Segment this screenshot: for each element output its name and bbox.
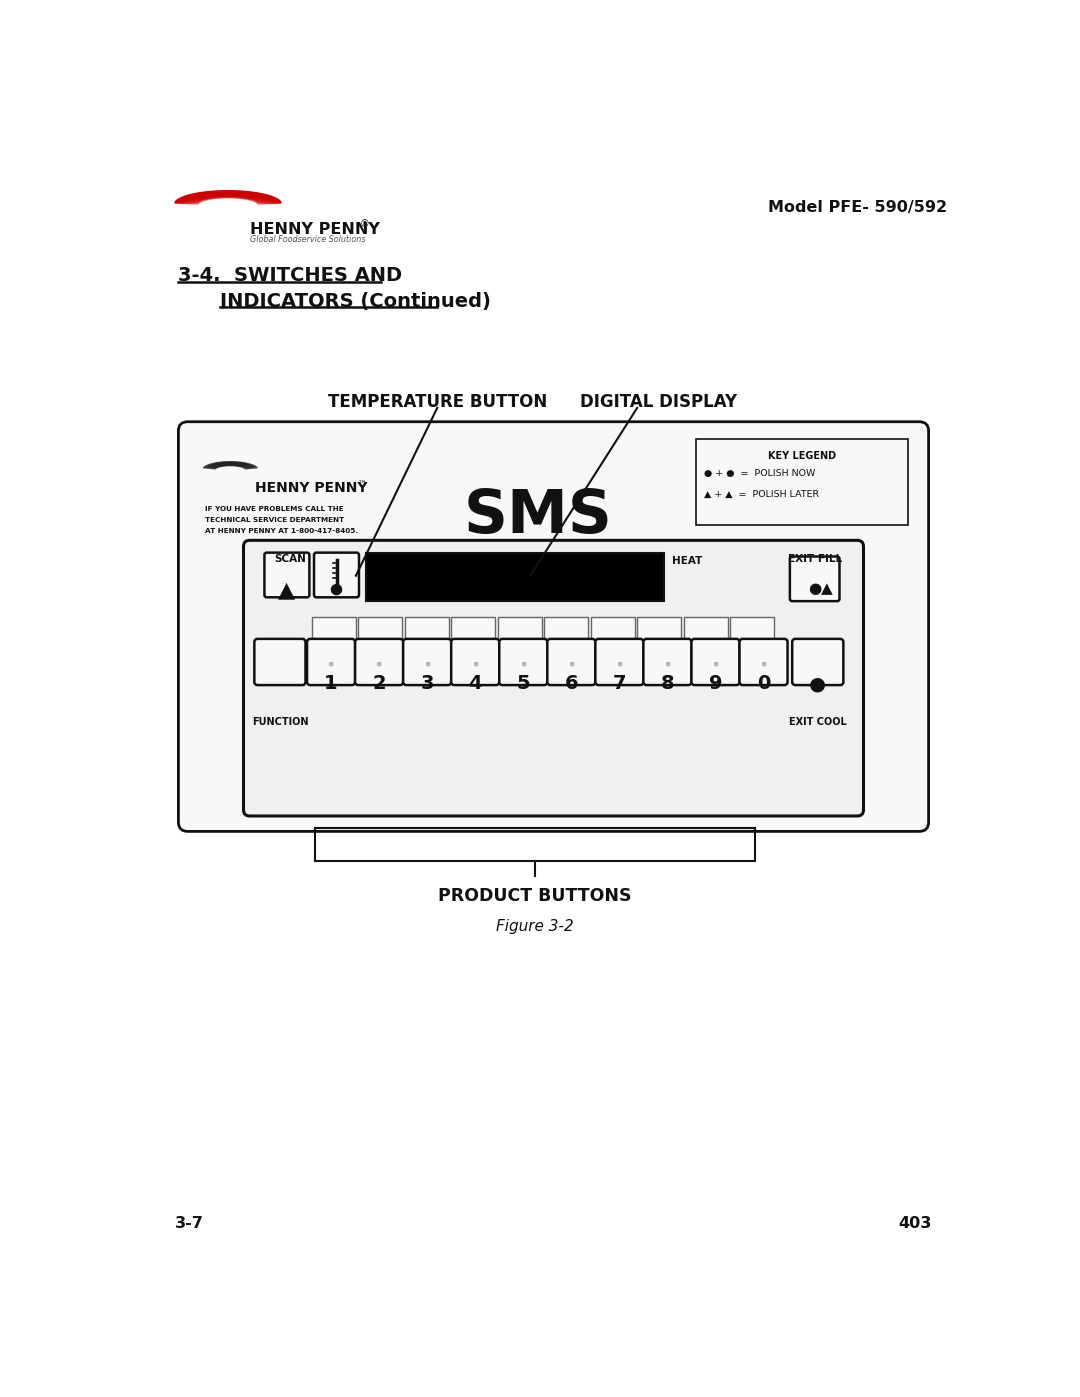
FancyBboxPatch shape (355, 638, 403, 685)
FancyBboxPatch shape (314, 553, 359, 598)
Text: 1: 1 (324, 675, 338, 693)
Text: ❅: ❅ (472, 661, 478, 669)
Text: INDICATORS (Continued): INDICATORS (Continued) (220, 292, 491, 312)
Bar (544, 616, 589, 648)
Bar (359, 616, 403, 648)
Text: ●: ● (809, 675, 826, 693)
Bar (451, 616, 496, 648)
Text: HENNY PENNY: HENNY PENNY (249, 222, 379, 236)
FancyBboxPatch shape (548, 638, 595, 685)
Text: 4: 4 (469, 675, 482, 693)
FancyBboxPatch shape (307, 638, 355, 685)
Text: KEY LEGEND: KEY LEGEND (768, 451, 836, 461)
Text: SMS: SMS (463, 488, 612, 546)
FancyBboxPatch shape (740, 638, 787, 685)
Text: ❅: ❅ (568, 661, 575, 669)
Text: EXIT COOL: EXIT COOL (788, 717, 847, 726)
Text: ❅: ❅ (617, 661, 622, 669)
FancyBboxPatch shape (403, 638, 451, 685)
Text: 6: 6 (565, 675, 578, 693)
Text: ▲ + ▲  =  POLISH LATER: ▲ + ▲ = POLISH LATER (704, 489, 819, 499)
Bar (730, 616, 774, 648)
Text: ®: ® (360, 219, 369, 229)
Text: Model PFE- 590/592: Model PFE- 590/592 (768, 200, 947, 215)
Bar (405, 616, 449, 648)
Text: 5: 5 (516, 675, 530, 693)
Text: ▲: ▲ (821, 581, 833, 597)
Text: ❅: ❅ (424, 661, 430, 669)
Text: Figure 3-2: Figure 3-2 (496, 919, 573, 935)
Bar (366, 553, 664, 601)
Text: ❅: ❅ (328, 661, 335, 669)
Text: ❅: ❅ (760, 661, 767, 669)
Circle shape (332, 584, 341, 595)
Text: AT HENNY PENNY AT 1-800-417-8405.: AT HENNY PENNY AT 1-800-417-8405. (205, 528, 357, 534)
Bar (591, 616, 635, 648)
Text: ❅: ❅ (521, 661, 526, 669)
Text: HEAT: HEAT (673, 556, 703, 566)
FancyBboxPatch shape (265, 553, 309, 598)
Text: FUNCTION: FUNCTION (252, 717, 308, 726)
Text: ●: ● (808, 581, 821, 597)
Text: PRODUCT BUTTONS: PRODUCT BUTTONS (438, 887, 632, 905)
Text: 9: 9 (708, 675, 723, 693)
FancyBboxPatch shape (499, 638, 548, 685)
Bar (697, 439, 908, 525)
Text: 7: 7 (612, 675, 626, 693)
Text: 3-4.  SWITCHES AND: 3-4. SWITCHES AND (177, 267, 402, 285)
FancyBboxPatch shape (451, 638, 499, 685)
Text: ● + ●  =  POLISH NOW: ● + ● = POLISH NOW (704, 469, 815, 479)
Text: EXIT FILL: EXIT FILL (788, 555, 842, 564)
FancyBboxPatch shape (793, 638, 843, 685)
Text: ❅: ❅ (664, 661, 671, 669)
Text: 403: 403 (899, 1217, 932, 1231)
FancyBboxPatch shape (595, 638, 644, 685)
Text: ❅: ❅ (376, 661, 382, 669)
Text: 8: 8 (661, 675, 674, 693)
Bar (312, 616, 356, 648)
Text: SCAN: SCAN (274, 555, 306, 564)
FancyBboxPatch shape (644, 638, 691, 685)
Text: TECHNICAL SERVICE DEPARTMENT: TECHNICAL SERVICE DEPARTMENT (205, 517, 343, 524)
Text: 3: 3 (420, 675, 434, 693)
FancyBboxPatch shape (243, 541, 864, 816)
Text: 0: 0 (757, 675, 770, 693)
Text: HENNY PENNY: HENNY PENNY (255, 481, 367, 495)
Text: 2: 2 (373, 675, 386, 693)
Bar (637, 616, 681, 648)
Text: IF YOU HAVE PROBLEMS CALL THE: IF YOU HAVE PROBLEMS CALL THE (205, 507, 343, 513)
Text: ™: ™ (359, 481, 367, 489)
Bar (684, 616, 728, 648)
FancyBboxPatch shape (789, 556, 839, 601)
Text: Global Foodservice Solutions: Global Foodservice Solutions (249, 236, 365, 244)
FancyBboxPatch shape (255, 638, 306, 685)
Bar (498, 616, 542, 648)
Text: ❅: ❅ (713, 661, 718, 669)
Text: ▲: ▲ (279, 580, 296, 601)
Text: DIGITAL DISPLAY: DIGITAL DISPLAY (580, 393, 738, 411)
Text: 3-7: 3-7 (175, 1217, 204, 1231)
FancyBboxPatch shape (178, 422, 929, 831)
FancyBboxPatch shape (691, 638, 740, 685)
Text: TEMPERATURE BUTTON: TEMPERATURE BUTTON (327, 393, 546, 411)
